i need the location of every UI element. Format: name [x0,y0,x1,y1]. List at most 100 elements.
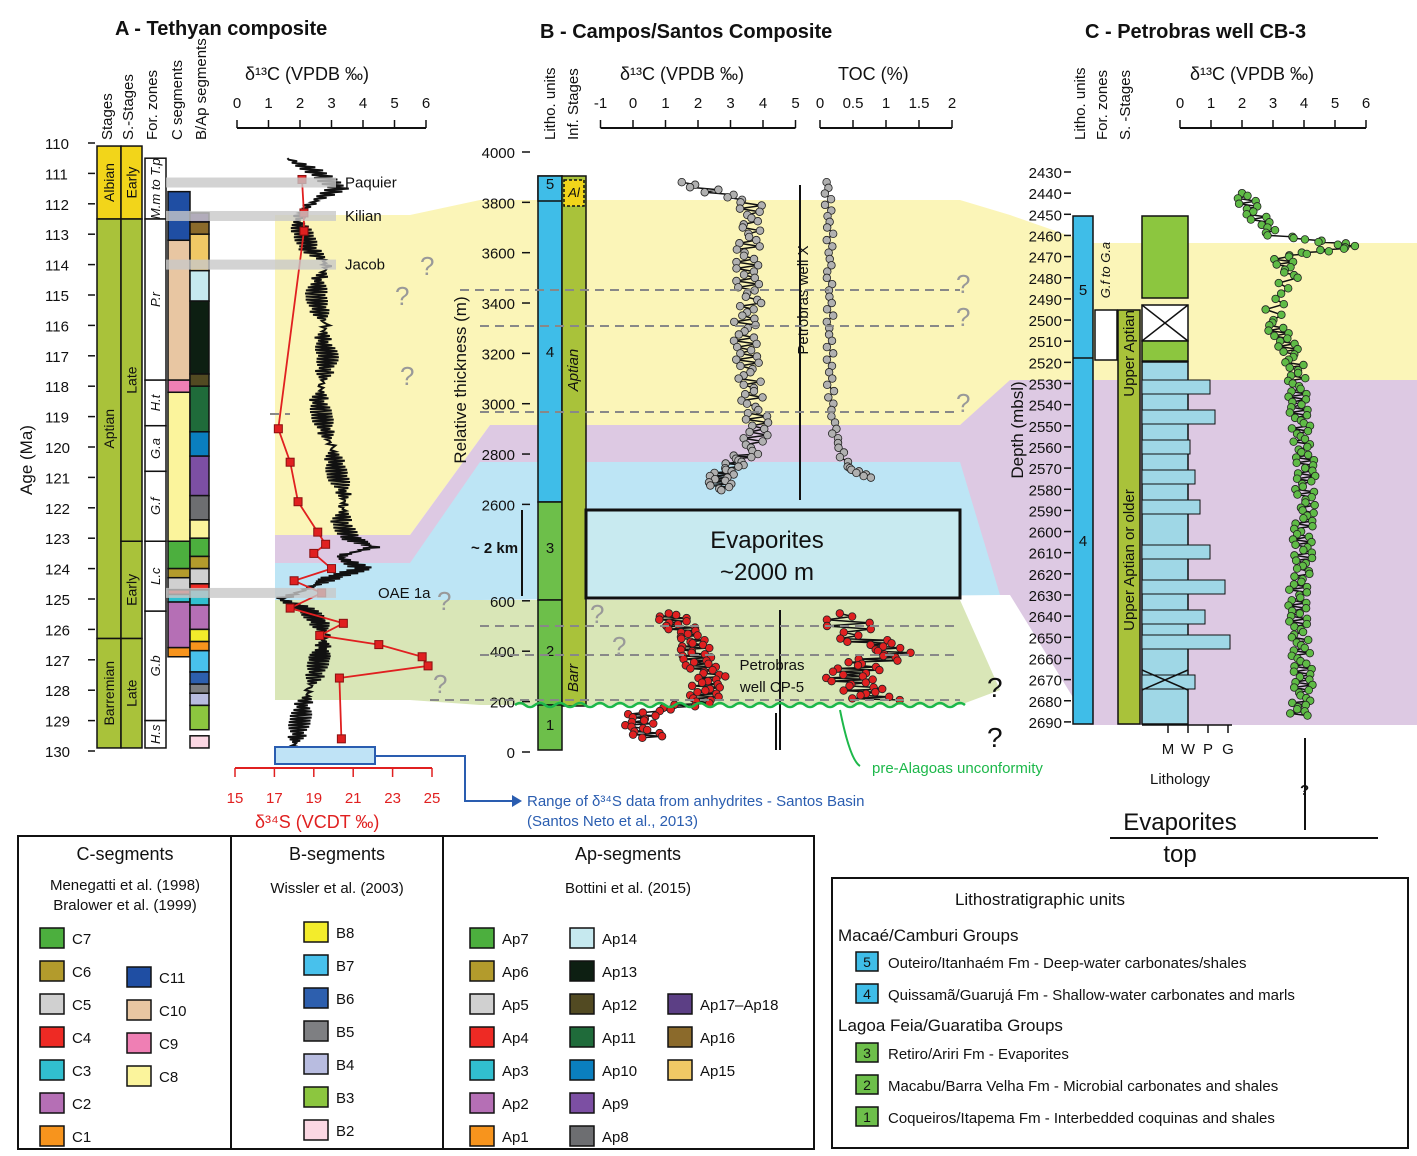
s34-point [285,603,295,613]
depth-tick-label: 2620 [1029,567,1062,584]
c13-cb3-point [1303,426,1313,436]
ap-seg-title: Ap-segments [575,844,681,864]
toc-upper-point [828,229,838,239]
toc-lower-point [839,686,848,695]
b-seg-ref: Wissler et al. (2003) [270,880,403,897]
toc-lower-point [875,665,884,675]
toc-lower-point [827,676,836,686]
s34-point [293,497,303,507]
litho-item-label: Retiro/Ariri Fm - Evaporites [888,1046,1069,1063]
c-seg-swatch [126,966,152,988]
c-seg-ref2: Bralower et al. (1999) [53,897,196,914]
depth-tick-label: 2560 [1029,440,1062,457]
toc-lower-point [887,639,896,648]
litho-swatch-number: 3 [863,1045,871,1061]
panel-a-s34-axis-label: δ³⁴S (VCDT ‰) [255,812,379,832]
b-ap-segment [189,300,210,375]
toc-upper-point [828,311,838,320]
ap-seg-swatch [569,927,595,949]
col-header: S. -Stages [1117,70,1134,140]
c-seg-swatch [126,999,152,1021]
c13-cb3-point [1310,500,1319,510]
c13-upper-point [763,418,773,427]
b-seg-label: B8 [336,925,354,942]
c13-upper-point [734,330,744,339]
s34-point [285,457,295,467]
litho-swatch-number: 4 [863,986,871,1002]
b-ap-segment [189,269,210,302]
thickness-tick-label: 3000 [482,397,515,414]
c13-lower-point [708,665,717,675]
c13-cb3-point [1289,683,1299,692]
age-tick-label: 117 [45,349,69,366]
toc-upper-point [822,380,832,390]
c13-upper-point [747,452,756,462]
c-seg-swatch [39,1092,65,1114]
toc-lower-point [853,661,863,670]
panel-a-c13-axis-label: δ¹³C (VPDB ‰) [245,64,369,84]
forzone-label: G.f [148,496,163,515]
c13-cb3-point [1261,305,1270,314]
c13-cb3-point [1288,698,1297,708]
b-seg-label: B3 [336,1090,354,1107]
litho-swatch [855,983,879,1004]
unit-label: 2 [546,643,554,660]
c13-upper-point [741,292,751,301]
s34-point [315,630,325,640]
depth-axis-label: Depth (mbsl) [1008,381,1027,478]
c13-cb3-point [1305,569,1314,579]
s34-point [417,652,427,662]
correlation-dash-lines: ?????????? [270,251,970,701]
b-seg-label: B2 [336,1123,354,1140]
toc-upper-point [835,452,845,462]
axis-tick-label: 5 [1331,95,1339,112]
stage-block [96,145,122,220]
panel-b-c13-axis-label: δ¹³C (VPDB ‰) [620,64,744,84]
c-seg-label: C7 [72,931,91,948]
c13-lower-point [672,610,681,620]
substage-block-label: Late [124,366,140,393]
ap-seg-label: Ap5 [502,997,529,1014]
correlation-question: ? [400,361,414,391]
lith-tick-label: W [1181,741,1196,758]
unit-label: 5 [546,176,554,193]
c13-cb3-point [1303,450,1313,460]
panel-a-c13-axis: 0 1 2 3 4 5 6 [233,95,430,129]
ap-seg-label: Ap2 [502,1096,529,1113]
col-header: C segments [169,60,186,140]
panel-a-s34-axis: 15 17 19 21 23 25 [227,767,440,807]
toc-lower-point [835,609,844,618]
ap-seg-swatch [469,1026,495,1048]
toc-upper-point [828,374,837,383]
c13-cb3-point [1298,482,1308,491]
col-header: For. zones [144,70,161,140]
panel-a: Stages S.-Stages For. zones C segments B/Ap … [17,38,864,832]
lith-bed [1141,379,1211,395]
panel-c: Depth (mbsl) 243024402450246024702480249… [1008,64,1378,868]
ap-seg-label: Ap16 [700,1030,735,1047]
thickness-tick-label: 0 [507,745,515,762]
correlation-question: ? [590,599,604,629]
litho-swatch [855,1074,879,1095]
lith-bed [1141,439,1191,455]
c13-lower-point [649,719,658,728]
ap-seg-ref: Bottini et al. (2015) [565,880,691,897]
c13-lower-point [715,683,724,692]
c13-upper-point [749,254,759,264]
depth-tick-label: 2490 [1029,292,1062,309]
unit-4-block [537,175,563,503]
toc-lower-point [866,640,875,650]
toc-upper-point [828,242,837,251]
c13-cb3-point [1263,231,1272,240]
substages-column: Early Late Early Late [120,145,143,749]
ap-seg-label: Ap8 [602,1129,629,1146]
c13-upper-point [741,415,751,424]
axis-tick-label: 0 [629,95,637,112]
lith-bed [1141,469,1196,485]
lithology-label: Lithology [1150,771,1211,788]
b-ap-segments-column [189,212,210,749]
lith-bed [1141,544,1211,560]
ap-seg-label: Ap13 [602,964,637,981]
c13-cb3-point [1272,260,1281,269]
